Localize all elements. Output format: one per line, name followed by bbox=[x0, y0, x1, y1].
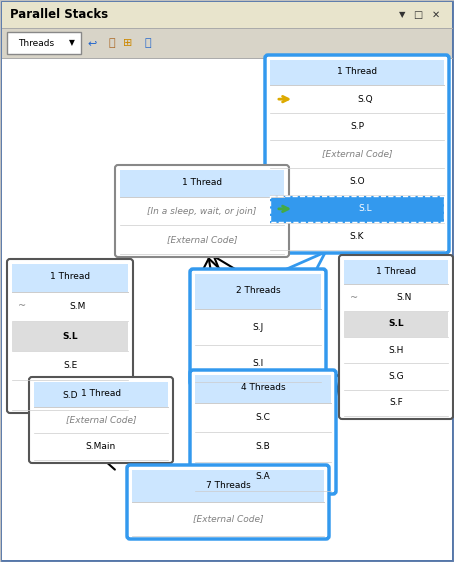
Text: S.F: S.F bbox=[389, 398, 403, 407]
Text: ⊞: ⊞ bbox=[123, 38, 133, 48]
FancyBboxPatch shape bbox=[265, 55, 449, 253]
FancyBboxPatch shape bbox=[115, 165, 289, 257]
Text: [External Code]: [External Code] bbox=[66, 415, 136, 424]
Bar bbox=[344, 312, 448, 337]
Bar bbox=[2, 28, 452, 58]
Text: S.L: S.L bbox=[62, 332, 78, 341]
Text: □: □ bbox=[414, 10, 423, 20]
Text: 1 Thread: 1 Thread bbox=[376, 266, 416, 276]
Text: Threads: Threads bbox=[18, 39, 54, 48]
Bar bbox=[270, 196, 444, 221]
FancyBboxPatch shape bbox=[190, 370, 336, 494]
FancyBboxPatch shape bbox=[29, 377, 173, 463]
Text: ~: ~ bbox=[350, 292, 358, 302]
FancyBboxPatch shape bbox=[7, 259, 133, 413]
Bar bbox=[34, 382, 168, 407]
Text: S.K: S.K bbox=[350, 232, 364, 241]
Text: S.I: S.I bbox=[252, 359, 264, 368]
Text: ▼: ▼ bbox=[399, 11, 405, 20]
Text: ⬛: ⬛ bbox=[109, 38, 115, 48]
Bar bbox=[270, 196, 444, 223]
Text: S.G: S.G bbox=[388, 372, 404, 381]
Text: ✕: ✕ bbox=[432, 10, 440, 20]
Text: S.H: S.H bbox=[388, 346, 404, 355]
Text: S.E: S.E bbox=[63, 361, 77, 370]
Bar bbox=[195, 274, 321, 309]
Text: [External Code]: [External Code] bbox=[193, 514, 263, 523]
Text: [In a sleep, wait, or join]: [In a sleep, wait, or join] bbox=[147, 206, 257, 215]
Text: Parallel Stacks: Parallel Stacks bbox=[10, 8, 108, 21]
Text: S.D: S.D bbox=[62, 391, 78, 400]
Bar bbox=[120, 170, 284, 197]
Bar bbox=[2, 58, 452, 560]
Text: S.L: S.L bbox=[358, 205, 372, 214]
FancyBboxPatch shape bbox=[127, 465, 329, 539]
Text: [External Code]: [External Code] bbox=[322, 149, 392, 158]
Text: S.J: S.J bbox=[252, 323, 264, 332]
FancyBboxPatch shape bbox=[7, 32, 81, 54]
Text: ~: ~ bbox=[18, 301, 26, 311]
Text: 1 Thread: 1 Thread bbox=[182, 178, 222, 187]
Text: S.B: S.B bbox=[256, 442, 271, 451]
Text: ▼: ▼ bbox=[69, 39, 75, 48]
Bar bbox=[195, 375, 331, 402]
Bar bbox=[12, 322, 128, 351]
Text: S.M: S.M bbox=[70, 302, 86, 311]
Text: S.N: S.N bbox=[396, 293, 412, 302]
Text: S.Q: S.Q bbox=[357, 94, 373, 103]
Text: 2 Threads: 2 Threads bbox=[236, 286, 280, 295]
Text: S.C: S.C bbox=[256, 413, 271, 422]
Text: ↩: ↩ bbox=[87, 38, 97, 48]
Bar bbox=[344, 260, 448, 284]
Text: 1 Thread: 1 Thread bbox=[337, 67, 377, 76]
Bar bbox=[270, 60, 444, 85]
Text: [External Code]: [External Code] bbox=[167, 235, 237, 244]
Text: 1 Thread: 1 Thread bbox=[81, 389, 121, 398]
FancyBboxPatch shape bbox=[190, 269, 326, 385]
Text: S.A: S.A bbox=[256, 472, 271, 481]
Bar bbox=[2, 2, 452, 28]
Text: 🔍: 🔍 bbox=[145, 38, 151, 48]
Text: S.O: S.O bbox=[349, 177, 365, 186]
Text: 7 Threads: 7 Threads bbox=[206, 481, 250, 490]
Text: S.P: S.P bbox=[350, 122, 364, 131]
Text: S.L: S.L bbox=[388, 319, 404, 328]
Text: 1 Thread: 1 Thread bbox=[50, 273, 90, 282]
Bar bbox=[132, 470, 324, 502]
FancyBboxPatch shape bbox=[339, 255, 453, 419]
Bar bbox=[12, 264, 128, 292]
Text: S.Main: S.Main bbox=[86, 442, 116, 451]
Text: 4 Threads: 4 Threads bbox=[241, 383, 285, 392]
